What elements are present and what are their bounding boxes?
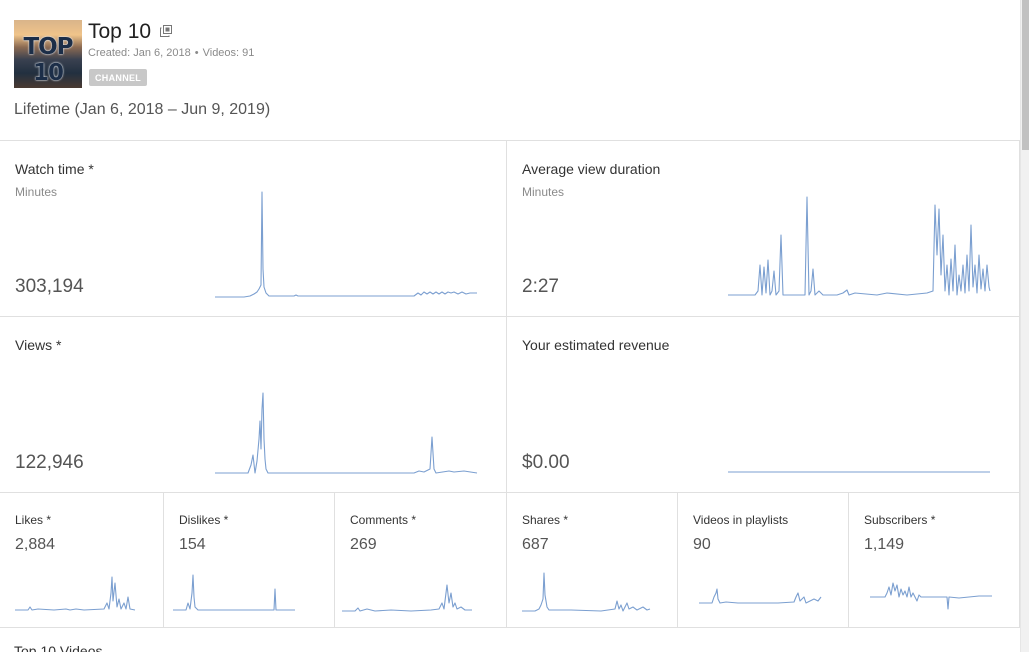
subscribers-label: Subscribers * — [864, 513, 936, 527]
playlists-value: 90 — [693, 536, 711, 553]
likes-value: 2,884 — [15, 536, 56, 553]
comments-sparkline — [342, 584, 472, 612]
top-videos-heading: Top 10 Videos — [14, 643, 103, 652]
watch-time-label: Watch time * — [15, 161, 94, 177]
views-value: 122,946 — [15, 452, 84, 473]
likes-card[interactable]: Likes * 2,884 — [0, 493, 164, 628]
watch-time-sparkline — [215, 191, 477, 298]
avg-view-duration-card[interactable]: Average view duration Minutes 2:27 — [507, 141, 1020, 317]
dislikes-sparkline — [173, 574, 295, 611]
scrollbar[interactable] — [1020, 0, 1029, 652]
comments-card[interactable]: Comments * 269 — [335, 493, 507, 628]
created-date: Created: Jan 6, 2018 — [88, 47, 191, 59]
watch-time-value: 303,194 — [15, 276, 84, 297]
subscribers-sparkline — [870, 582, 992, 610]
subscribers-value: 1,149 — [864, 536, 905, 553]
likes-sparkline — [15, 576, 136, 611]
likes-label: Likes * — [15, 513, 52, 527]
playlists-label: Videos in playlists — [693, 513, 789, 527]
watch-time-unit: Minutes — [15, 185, 58, 199]
channel-thumbnail[interactable]: TOP 10 — [14, 20, 82, 88]
subscribers-card[interactable]: Subscribers * 1,149 — [849, 493, 1020, 628]
channel-badge: CHANNEL — [89, 69, 148, 86]
scrollbar-thumb[interactable] — [1022, 0, 1029, 150]
revenue-sparkline — [728, 471, 990, 473]
dislikes-value: 154 — [179, 536, 206, 553]
shares-value: 687 — [522, 536, 549, 553]
avg-view-duration-unit: Minutes — [522, 185, 565, 199]
open-external-icon[interactable] — [160, 25, 172, 37]
avg-view-duration-label: Average view duration — [522, 161, 661, 177]
revenue-label: Your estimated revenue — [522, 337, 670, 353]
shares-sparkline — [522, 572, 651, 612]
views-card[interactable]: Views * 122,946 — [0, 317, 507, 493]
dislikes-card[interactable]: Dislikes * 154 — [164, 493, 335, 628]
watch-time-card[interactable]: Watch time * Minutes 303,194 — [0, 141, 507, 317]
shares-card[interactable]: Shares * 687 — [507, 493, 678, 628]
views-sparkline — [215, 392, 478, 474]
shares-label: Shares * — [522, 513, 569, 527]
playlists-card[interactable]: Videos in playlists 90 — [678, 493, 849, 628]
channel-meta: Created: Jan 6, 2018 • Videos: 91 — [88, 47, 254, 59]
meta-separator: • — [194, 47, 199, 59]
comments-value: 269 — [350, 536, 377, 553]
avg-view-duration-sparkline — [728, 196, 991, 296]
revenue-value: $0.00 — [522, 452, 570, 473]
avg-view-duration-value: 2:27 — [522, 276, 559, 297]
revenue-card[interactable]: Your estimated revenue $0.00 — [507, 317, 1020, 493]
thumbnail-text: TOP 10 — [23, 34, 73, 86]
date-range[interactable]: Lifetime (Jan 6, 2018 – Jun 9, 2019) — [14, 101, 271, 118]
channel-header: TOP 10 Top 10 Created: Jan 6, 2018 • Video… — [0, 0, 1020, 141]
dislikes-label: Dislikes * — [179, 513, 229, 527]
comments-label: Comments * — [350, 513, 417, 527]
playlists-sparkline — [699, 588, 822, 604]
video-count: Videos: 91 — [202, 47, 255, 59]
views-label: Views * — [15, 337, 62, 353]
channel-title[interactable]: Top 10 — [88, 20, 152, 43]
